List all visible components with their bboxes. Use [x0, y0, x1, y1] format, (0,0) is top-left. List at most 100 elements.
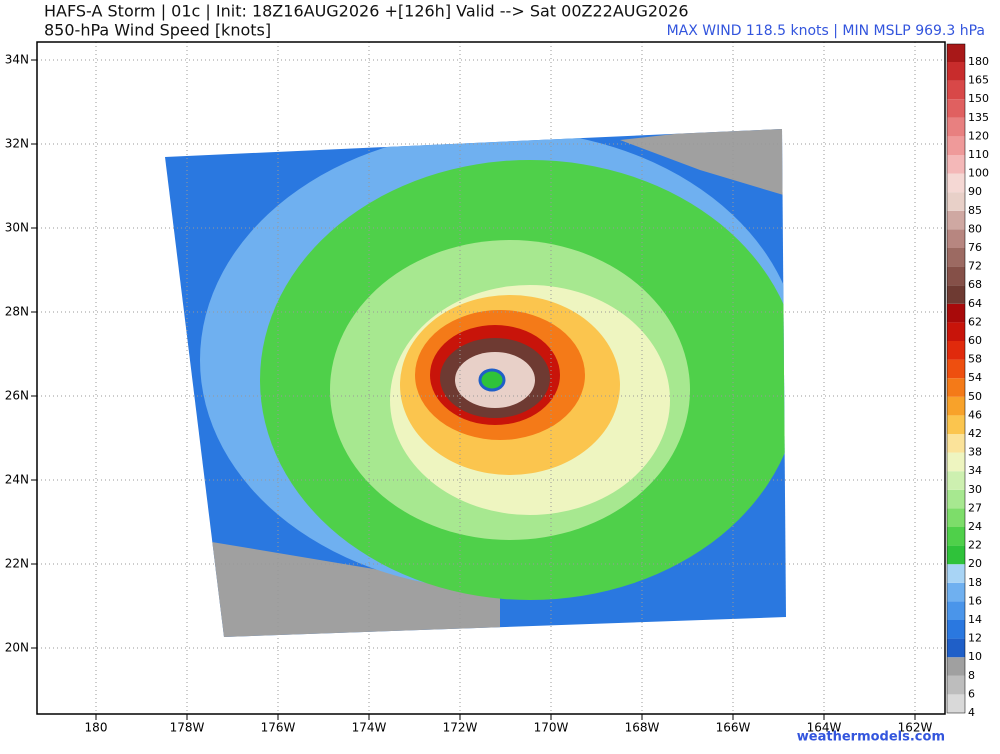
colorbar-label: 14 [968, 613, 982, 626]
lat-label: 26N [5, 389, 29, 403]
lat-label: 34N [5, 53, 29, 67]
lat-label: 22N [5, 557, 29, 571]
grid: 34N 32N 30N 28N 26N 24N 22N 20N 180 178W 176W 174W 1… [5, 42, 945, 735]
colorbar-label: 68 [968, 278, 982, 291]
colorbar-box [947, 564, 965, 583]
colorbar-label: 12 [968, 632, 982, 645]
colorbar-label: 135 [968, 111, 989, 124]
colorbar-label: 16 [968, 594, 982, 607]
colorbar-box [947, 248, 965, 267]
info: MAX WIND 118.5 knots | MIN MSLP 969.3 hP… [667, 23, 985, 39]
colorbar-frame [946, 43, 966, 714]
colorbar-box [947, 359, 965, 379]
colorbar-label: 30 [968, 483, 982, 496]
colorbar-box [947, 396, 965, 416]
colorbar-label: 62 [968, 315, 982, 328]
colorbar-label: 80 [968, 222, 982, 235]
colorbar-label: 34 [968, 464, 982, 477]
colorbar-box [947, 322, 965, 341]
watermark: weathermodels.com [797, 730, 945, 745]
colorbar-label: 20 [968, 557, 982, 570]
colorbar-label: 46 [968, 408, 982, 421]
colorbar-box [947, 527, 965, 546]
colorbar-box [947, 694, 965, 713]
colorbar-label: 72 [968, 260, 982, 273]
lon-label: 178W [170, 721, 205, 735]
lat-label: 20N [5, 641, 29, 655]
lon-label: 180 [85, 721, 108, 735]
colorbar-label: 120 [968, 129, 989, 142]
colorbar-label: 27 [968, 501, 982, 514]
lon-label: 164W [807, 721, 842, 735]
subtitle: 850-hPa Wind Speed [knots] [44, 21, 271, 40]
lon-label: 170W [534, 721, 569, 735]
colorbar-box [947, 229, 965, 248]
lat-label: 30N [5, 221, 29, 235]
colorbar-box [947, 155, 965, 174]
colorbar-label: 4 [968, 706, 975, 719]
lat-label: 32N [5, 137, 29, 151]
colorbar-label: 38 [968, 446, 982, 459]
lon-label: 162W [898, 721, 933, 735]
colorbar-box [947, 508, 965, 527]
colorbar-box [947, 341, 965, 360]
colorbar-label: 85 [968, 204, 982, 217]
wind-field [165, 129, 786, 637]
colorbar-box [947, 266, 965, 286]
colorbar-label: 8 [968, 669, 975, 682]
colorbar-label: 150 [968, 92, 989, 105]
colorbar-box [947, 452, 965, 472]
colorbar-box [947, 638, 965, 658]
colorbar-box [947, 471, 965, 490]
colorbar-box [947, 192, 965, 211]
colorbar-box [947, 62, 965, 81]
colorbar-label: 110 [968, 148, 989, 161]
colorbar-label: 50 [968, 390, 982, 403]
colorbar: 4681012141618202224273034384246505458606… [946, 43, 989, 719]
lon-label: 176W [261, 721, 296, 735]
colorbar-box [947, 99, 965, 118]
colorbar-label: 165 [968, 74, 989, 87]
map-frame [36, 41, 946, 715]
colorbar-box [947, 117, 965, 137]
title: HAFS-A Storm | 01c | Init: 18Z16AUG2026 … [44, 2, 689, 21]
colorbar-label: 58 [968, 353, 982, 366]
colorbar-box [947, 303, 965, 323]
colorbar-label: 180 [968, 55, 989, 68]
lon-label: 174W [352, 721, 387, 735]
colorbar-box [947, 378, 965, 397]
colorbar-box [947, 434, 965, 453]
colorbar-box [947, 620, 965, 639]
colorbar-box [947, 601, 965, 620]
colorbar-label: 64 [968, 297, 982, 310]
colorbar-label: 18 [968, 576, 982, 589]
colorbar-box [947, 285, 965, 304]
colorbar-label: 100 [968, 167, 989, 180]
colorbar-box [947, 210, 965, 230]
colorbar-label: 76 [968, 241, 982, 254]
colorbar-label: 6 [968, 687, 975, 700]
colorbar-box [947, 80, 965, 100]
colorbar-box [947, 657, 965, 676]
colorbar-label: 54 [968, 371, 982, 384]
colorbar-box [947, 582, 965, 602]
colorbar-box [947, 489, 965, 509]
colorbar-label: 42 [968, 427, 982, 440]
lon-label: 166W [716, 721, 751, 735]
lat-label: 24N [5, 473, 29, 487]
colorbar-box [947, 136, 965, 155]
lat-label: 28N [5, 305, 29, 319]
colorbar-box [947, 173, 965, 193]
colorbar-label: 22 [968, 539, 982, 552]
colorbar-label: 60 [968, 334, 982, 347]
colorbar-label: 90 [968, 185, 982, 198]
colorbar-box [947, 545, 965, 565]
colorbar-box [947, 44, 965, 62]
colorbar-box [947, 675, 965, 695]
colorbar-label: 24 [968, 520, 982, 533]
lon-label: 172W [443, 721, 478, 735]
lon-label: 168W [625, 721, 660, 735]
colorbar-box [947, 415, 965, 434]
colorbar-label: 10 [968, 650, 982, 663]
